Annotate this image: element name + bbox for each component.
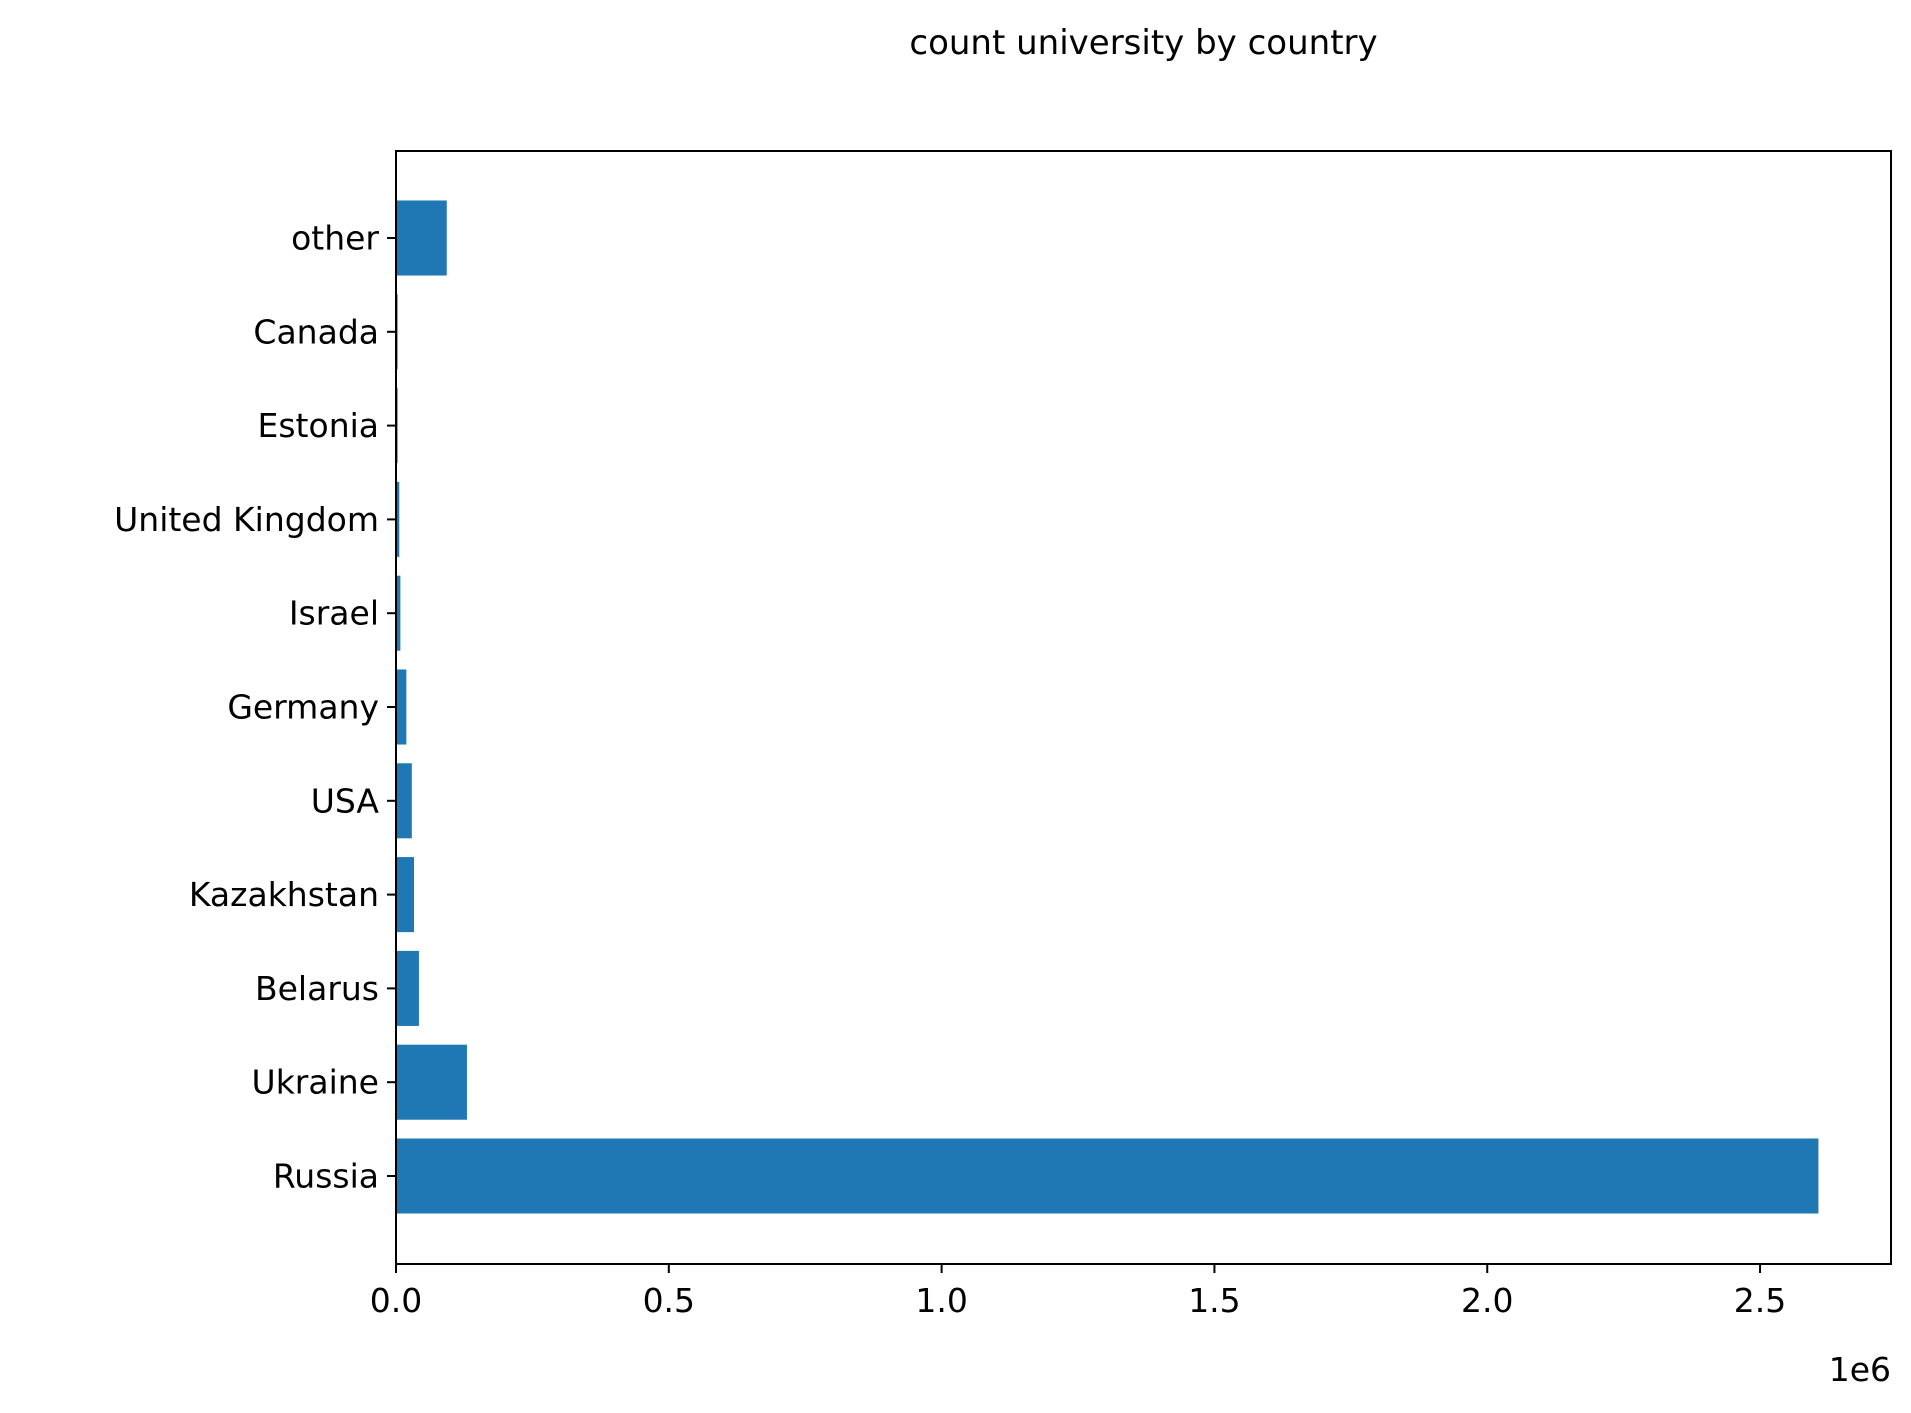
y-axis: Russia Ukraine Belarus Kazakhstan USA Germany… bbox=[114, 219, 396, 1196]
y-tick-label: Belarus bbox=[255, 969, 379, 1008]
x-tick-label: 1.5 bbox=[1188, 1281, 1240, 1320]
y-tick-label: Russia bbox=[273, 1157, 379, 1196]
y-tick-label: Israel bbox=[289, 594, 379, 633]
y-tick-label: Kazakhstan bbox=[189, 875, 379, 914]
y-tick-label: Canada bbox=[253, 312, 379, 351]
bar-belarus bbox=[396, 950, 419, 1026]
x-tick-label: 1.0 bbox=[915, 1281, 967, 1320]
y-tick-label: United Kingdom bbox=[114, 500, 379, 539]
bars-group bbox=[396, 200, 1819, 1214]
bar-israel bbox=[396, 575, 401, 651]
y-tick-label: Ukraine bbox=[252, 1063, 379, 1102]
y-tick-label: Germany bbox=[227, 688, 379, 727]
bar-usa bbox=[396, 763, 412, 839]
x-axis: 0.0 0.5 1.0 1.5 2.0 2.5 bbox=[370, 1264, 1786, 1320]
y-tick-label: other bbox=[291, 219, 379, 258]
bar-russia bbox=[396, 1138, 1819, 1214]
y-tick-label: Estonia bbox=[258, 406, 379, 445]
bar-other bbox=[396, 200, 447, 276]
x-tick-label: 0.0 bbox=[370, 1281, 422, 1320]
bar-germany bbox=[396, 669, 407, 745]
y-tick-label: USA bbox=[311, 781, 380, 820]
x-tick-label: 0.5 bbox=[643, 1281, 695, 1320]
x-tick-label: 2.5 bbox=[1734, 1281, 1786, 1320]
x-tick-label: 2.0 bbox=[1461, 1281, 1513, 1320]
bar-united-kingdom bbox=[396, 481, 400, 557]
chart-title: count university by country bbox=[909, 23, 1378, 63]
bar-ukraine bbox=[396, 1044, 467, 1120]
bar-kazakhstan bbox=[396, 857, 415, 933]
x-axis-offset-label: 1e6 bbox=[1829, 1350, 1891, 1389]
plot-frame bbox=[395, 150, 1892, 1265]
